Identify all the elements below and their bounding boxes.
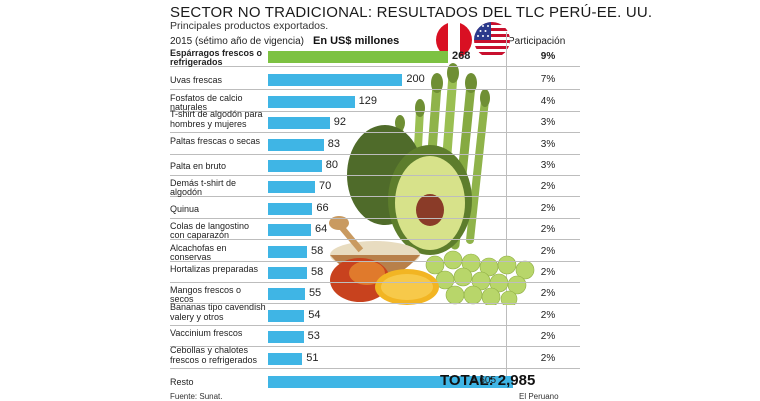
value-label: 268: [452, 50, 471, 62]
category-label: Palta en bruto: [170, 161, 227, 171]
value-label: 1,605: [471, 375, 497, 386]
category-label: Resto: [170, 377, 194, 387]
category-label: Hortalizas preparadas: [170, 263, 259, 274]
bar: [268, 74, 403, 86]
value-label: 70: [319, 180, 332, 192]
peru-flag-icon: [436, 22, 472, 58]
credit-note: El Peruano: [519, 392, 559, 401]
participation-value: 2%: [540, 310, 556, 321]
bar: [268, 353, 303, 365]
category-label: Cebollas y chalotes frescos o refrigerad…: [170, 345, 258, 365]
usa-flag-icon: [474, 22, 510, 58]
value-label: 53: [307, 330, 320, 342]
row-divider: [170, 346, 580, 347]
category-label: Vaccinium frescos: [170, 327, 243, 338]
value-label: 58: [310, 266, 324, 278]
avocado-illustration: [347, 125, 472, 255]
category-label: Paltas frescas o secas: [170, 135, 261, 146]
row-divider: [170, 66, 580, 67]
category-label: Mangos frescos o secos: [170, 284, 242, 304]
category-label: Colas de langostino con caparazón: [170, 220, 250, 240]
category-label: Bananas tipo cavendish valery y otros: [170, 302, 266, 322]
participation-value: 3%: [540, 117, 556, 128]
value-label: 129: [358, 95, 377, 107]
bar: [268, 117, 330, 129]
grapes-illustration: [425, 250, 535, 305]
year-header: 2015 (sétimo año de vigencia): [170, 36, 304, 47]
value-label: 66: [316, 202, 329, 214]
category-label: Alcachofas en conservas: [170, 242, 227, 262]
participation-value: 2%: [540, 267, 556, 278]
bar: [268, 331, 304, 343]
category-label: Quinua: [170, 204, 200, 214]
bar-resto: [268, 376, 513, 388]
bar: [268, 203, 313, 215]
participation-value: 2%: [540, 246, 556, 257]
category-label: Espárragos frescos o refrigerados: [170, 47, 263, 67]
bar: [268, 160, 322, 172]
participation-value: 2%: [540, 353, 556, 364]
participation-value: 9%: [540, 51, 556, 62]
row-divider: [170, 89, 580, 90]
participation-value: 3%: [540, 160, 556, 171]
participation-value: 2%: [540, 331, 556, 342]
value-label: 51: [306, 352, 319, 364]
participation-header: Participación: [508, 36, 566, 47]
participation-value: 2%: [540, 181, 556, 192]
participation-divider: [506, 32, 507, 384]
value-label: 92: [333, 116, 347, 128]
row-divider: [170, 261, 580, 262]
value-label: 64: [314, 223, 328, 235]
participation-value: 2%: [540, 203, 556, 214]
bar: [268, 224, 311, 236]
value-label: 54: [308, 309, 321, 321]
bar: [268, 96, 355, 108]
row-divider: [170, 303, 580, 304]
participation-value: 2%: [540, 224, 556, 235]
category-label: Fosfatos de calcio naturales: [170, 92, 243, 112]
category-label: Demás t-shirt de algodón: [170, 177, 237, 197]
bar: [268, 288, 305, 300]
row-divider: [170, 111, 580, 112]
participation-value: 2%: [540, 288, 556, 299]
total-label: TOTAL: 2,985: [440, 372, 536, 389]
chart-subtitle: Principales productos exportados.: [170, 20, 329, 32]
row-divider: [170, 218, 580, 219]
row-divider: [170, 282, 580, 283]
row-divider: [170, 325, 580, 326]
bar: [268, 310, 305, 322]
value-label: 83: [327, 138, 340, 150]
value-label: 58: [310, 245, 324, 257]
category-label: Uvas frescas: [170, 75, 223, 85]
row-divider: [170, 239, 580, 240]
value-label: 55: [308, 287, 322, 299]
participation-value: 3%: [540, 139, 556, 150]
chart-title: SECTOR NO TRADICIONAL: RESULTADOS DEL TL…: [170, 4, 653, 21]
bar: [268, 181, 315, 193]
participation-value: 7%: [540, 74, 556, 85]
bar: [268, 246, 307, 258]
bar: [268, 139, 324, 151]
participation-value: 4%: [540, 96, 556, 107]
category-label: T-shirt de algodón para hombres y mujere…: [170, 109, 263, 129]
row-divider: [170, 368, 580, 369]
row-divider: [170, 154, 580, 155]
bar: [268, 267, 307, 279]
row-divider: [170, 196, 580, 197]
unit-header: En US$ millones: [313, 35, 400, 47]
bar: [268, 51, 448, 63]
value-label: 80: [325, 159, 338, 171]
source-note: Fuente: Sunat.: [170, 392, 223, 401]
row-divider: [170, 132, 580, 133]
row-divider: [170, 175, 580, 176]
mango-illustration: [330, 258, 439, 305]
value-label: 200: [406, 73, 425, 85]
